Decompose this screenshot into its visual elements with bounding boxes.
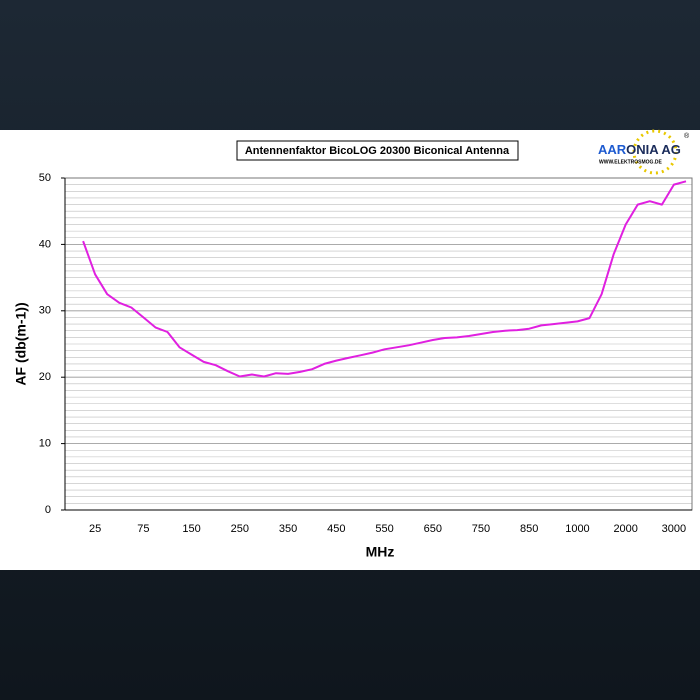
x-tick-label: 550	[375, 523, 393, 535]
y-tick-label: 30	[39, 305, 51, 317]
y-tick-label: 20	[39, 371, 51, 383]
logo-mark: ®	[684, 132, 690, 140]
chart-title: Antennenfaktor BicoLOG 20300 Biconical A…	[245, 145, 510, 157]
y-tick-label: 0	[45, 504, 51, 516]
x-tick-label: 850	[520, 523, 538, 535]
plot: 0 10 20 30 40 50 25 75 150 250 350 450 550 650 750 850 1…	[39, 172, 693, 535]
x-tick-label: 25	[89, 523, 101, 535]
x-axis-label: MHz	[366, 544, 395, 560]
x-tick-label: 350	[279, 523, 297, 535]
x-tick-label: 250	[231, 523, 249, 535]
x-tick-label: 2000	[613, 523, 637, 535]
data-line	[82, 180, 687, 378]
chart-panel	[0, 130, 700, 570]
logo-name: AARONIA AG	[598, 142, 681, 157]
x-tick-label: 650	[424, 523, 442, 535]
x-tick-label: 1000	[565, 523, 589, 535]
x-tick-label: 75	[137, 523, 149, 535]
logo-url: WWW.ELEKTROSMOG.DE	[599, 159, 662, 165]
title-box	[236, 140, 519, 161]
logo: AARONIA AG ® WWW.ELEKTROSMOG.DE	[598, 129, 690, 175]
x-tick-label: 150	[182, 523, 200, 535]
logo-name-a: AAR	[598, 142, 627, 157]
logo-stars	[632, 129, 678, 175]
x-tick-label: 450	[327, 523, 345, 535]
y-axis-label: AF (db(m-1))	[13, 302, 29, 385]
x-tick-label: 3000	[662, 523, 686, 535]
x-tick-label: 750	[472, 523, 490, 535]
y-tick-label: 10	[39, 438, 51, 450]
y-tick-label: 40	[39, 238, 51, 250]
logo-name-b: ONIA AG	[626, 142, 681, 157]
y-tick-label: 50	[39, 172, 51, 184]
